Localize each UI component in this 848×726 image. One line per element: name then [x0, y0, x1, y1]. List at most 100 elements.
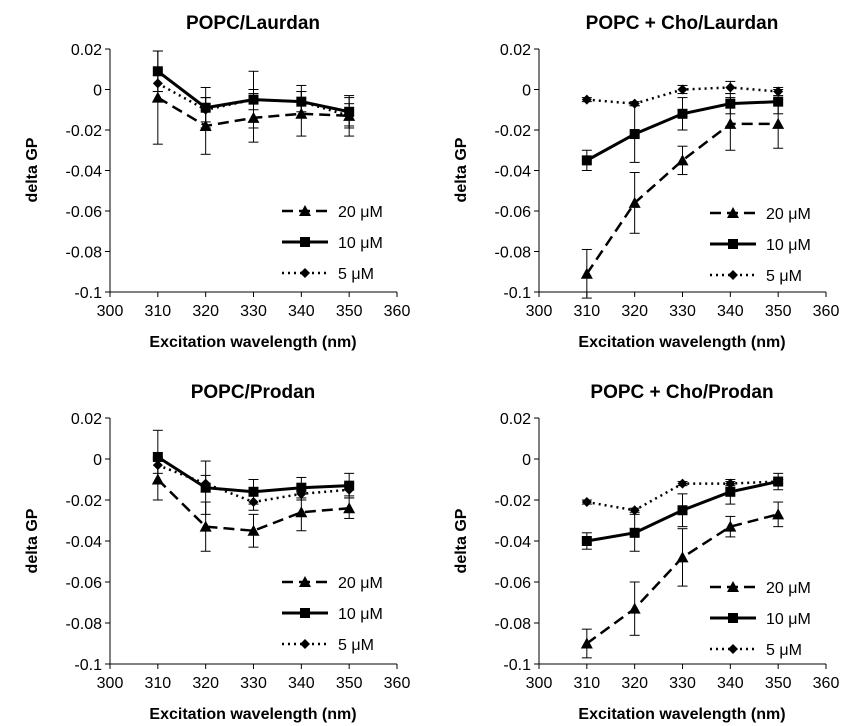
data-point [772, 117, 785, 129]
data-point [676, 154, 689, 166]
x-tick-label: 350 [336, 303, 363, 320]
series-line [156, 478, 350, 533]
data-point [677, 108, 688, 119]
legend-label: 5 μM [338, 637, 374, 654]
data-series [580, 97, 785, 299]
y-axis-title: delta GP [453, 137, 470, 202]
data-point [725, 478, 736, 489]
chart-panel: POPC/Prodan Excitation wavelength (nm) del… [24, 382, 410, 723]
y-tick-label: -0.08 [495, 616, 532, 633]
legend-label: 20 μM [766, 580, 811, 597]
x-tick-label: 340 [288, 303, 315, 320]
legend-label: 5 μM [766, 642, 802, 659]
legend-label: 20 μM [338, 575, 383, 592]
data-point [200, 104, 211, 115]
x-tick-label: 320 [621, 675, 648, 692]
x-tick-label: 330 [669, 303, 696, 320]
data-point [296, 96, 307, 107]
data-point [200, 478, 211, 489]
data-series [152, 456, 355, 511]
data-point [581, 155, 592, 166]
chart-panel: POPC/Laurdan Excitation wavelength (nm) de… [24, 13, 410, 351]
legend-item: 20 μM [282, 575, 383, 592]
x-tick-label: 330 [669, 675, 696, 692]
data-point [724, 117, 737, 129]
data-series [581, 472, 784, 552]
legend-marker [299, 205, 311, 216]
data-point [628, 602, 641, 614]
legend-marker [300, 639, 310, 649]
y-tick-label: -0.06 [66, 575, 103, 592]
series-line [585, 122, 779, 275]
data-point [296, 488, 307, 499]
y-tick-label: 0 [93, 452, 102, 469]
data-point [677, 505, 688, 516]
chart-title: POPC/Laurdan [186, 13, 320, 34]
y-tick-label: 0 [93, 83, 102, 100]
data-series [580, 501, 785, 659]
legend-label: 10 μM [338, 606, 383, 623]
data-point [677, 84, 688, 95]
x-tick-label: 340 [288, 675, 315, 692]
data-point [772, 508, 785, 520]
legend-item: 10 μM [282, 606, 383, 623]
x-tick-label: 310 [573, 303, 600, 320]
x-tick-label: 340 [717, 675, 744, 692]
y-tick-label: -0.1 [74, 285, 102, 302]
data-point [151, 91, 164, 103]
legend-marker [299, 576, 311, 587]
data-point [629, 98, 640, 109]
y-tick-label: -0.02 [66, 123, 103, 140]
y-tick-label: -0.04 [495, 534, 532, 551]
data-point [628, 196, 641, 208]
x-tick-label: 320 [192, 303, 219, 320]
data-point [725, 486, 736, 497]
x-tick-label: 350 [765, 675, 792, 692]
legend-item: 10 μM [710, 611, 811, 628]
legend-marker [728, 644, 738, 654]
legend-label: 20 μM [766, 206, 811, 223]
legend-item: 5 μM [282, 266, 374, 283]
y-tick-label: -0.04 [66, 534, 103, 551]
legend-marker [300, 268, 310, 278]
y-tick-label: -0.06 [66, 204, 103, 221]
y-tick-label: -0.02 [495, 493, 532, 510]
x-axis-title: Excitation wavelength (nm) [149, 706, 356, 723]
data-point [248, 497, 259, 508]
data-point [581, 94, 592, 105]
y-axis-title: delta GP [453, 508, 470, 573]
y-tick-label: -0.1 [503, 657, 531, 674]
data-point [580, 267, 593, 279]
y-tick-label: 0.02 [71, 42, 102, 59]
data-series [581, 476, 784, 516]
data-point [248, 94, 259, 105]
y-tick-label: -0.1 [503, 285, 531, 302]
y-tick-label: 0.02 [71, 411, 102, 428]
legend-label: 5 μM [766, 268, 802, 285]
y-tick-label: -0.08 [495, 245, 532, 262]
chart-title: POPC + Cho/Laurdan [586, 13, 779, 34]
x-tick-label: 300 [526, 303, 553, 320]
y-tick-label: 0 [522, 83, 531, 100]
data-point [773, 476, 784, 487]
x-tick-label: 330 [240, 303, 267, 320]
data-point [247, 524, 260, 536]
data-point [344, 110, 355, 121]
data-point [725, 82, 736, 93]
chart-title: POPC/Prodan [191, 382, 316, 403]
legend-item: 5 μM [710, 268, 802, 285]
x-tick-label: 310 [144, 303, 171, 320]
x-tick-label: 350 [336, 675, 363, 692]
legend-marker [300, 608, 310, 618]
legend-label: 10 μM [338, 235, 383, 252]
x-tick-label: 310 [573, 675, 600, 692]
legend-item: 20 μM [282, 204, 383, 221]
data-point [248, 486, 259, 497]
chart-panel: POPC + Cho/Laurdan Excitation wavelength … [453, 13, 839, 351]
legend-item: 10 μM [282, 235, 383, 252]
data-point [773, 86, 784, 97]
data-point [629, 129, 640, 140]
chart-panel: POPC + Cho/Prodan Excitation wavelength (… [453, 382, 839, 723]
x-tick-label: 360 [813, 675, 840, 692]
legend-item: 20 μM [710, 580, 811, 597]
